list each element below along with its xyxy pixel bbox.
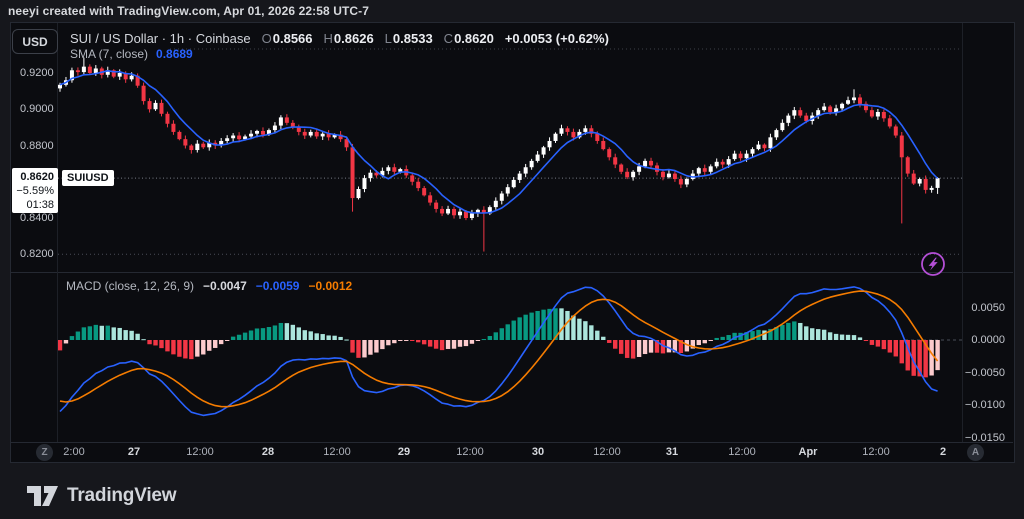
macd-tick-−0.0050: −0.0050	[964, 366, 1005, 379]
price-tick-0.8200: 0.8200	[20, 248, 54, 261]
ohlc-letter: O	[261, 31, 272, 46]
ohlc-L: L 0.8533	[385, 31, 433, 46]
ohlc-value: 0.8533	[392, 31, 433, 46]
symbol-title[interactable]: SUI / US Dollar · 1h · Coinbase	[70, 31, 251, 46]
ticker-label: SUIUSD	[62, 170, 114, 186]
footer-brand[interactable]: TradingView	[27, 485, 177, 507]
zoom-out-button[interactable]: Z	[36, 444, 53, 461]
chart-panel[interactable]	[10, 22, 1015, 463]
instant-order-lightning-icon[interactable]	[920, 251, 946, 277]
time-tick-Apr: Apr	[798, 446, 818, 458]
currency-toggle-button[interactable]: USD	[12, 29, 58, 54]
bar-countdown: 01:38	[26, 198, 54, 211]
ohlc-C: C 0.8620	[444, 31, 494, 46]
time-tick-29: 29	[397, 446, 411, 458]
time-tick-12:00: 12:00	[323, 446, 351, 458]
price-change-percent: −5.59%	[16, 184, 54, 197]
macd-signal-value: −0.0012	[308, 279, 353, 293]
macd-label: MACD (close, 12, 26, 9)	[66, 279, 195, 293]
sma-label: SMA (7, close)	[70, 47, 149, 61]
macd-legend-row[interactable]: MACD (close, 12, 26, 9) −0.0047 −0.0059 …	[66, 279, 352, 293]
ohlc-O: O 0.8566	[262, 31, 313, 46]
symbol-legend-row: SUI / US Dollar · 1h · Coinbase O 0.8566 H…	[70, 31, 609, 46]
ohlc-H: H 0.8626	[324, 31, 374, 46]
price-tick-0.9200: 0.9200	[20, 67, 54, 79]
auto-scale-button[interactable]: A	[967, 444, 984, 461]
ohlc-value: 0.8566	[272, 31, 313, 46]
time-tick-12:00: 12:00	[728, 446, 756, 458]
price-tick-0.9000: 0.9000	[20, 103, 54, 116]
ohlc-letter: L	[384, 31, 392, 46]
time-tick-30: 30	[531, 446, 545, 458]
time-tick-12:00: 12:00	[593, 446, 621, 458]
symbol-change: +0.0053 (+0.62%)	[504, 31, 609, 46]
macd-tick-−0.0150: −0.0150	[964, 431, 1005, 444]
time-tick-28: 28	[261, 446, 275, 458]
current-price: 0.8620	[20, 170, 54, 183]
macd-tick-−0.0100: −0.0100	[964, 399, 1005, 411]
brand-name: TradingView	[67, 485, 177, 506]
ohlc-value: 0.8620	[454, 31, 494, 46]
sma-value: 0.8689	[156, 47, 193, 61]
ohlc-value: 0.8626	[333, 31, 374, 46]
tradingview-logo-icon	[27, 485, 58, 506]
macd-tick-0.0050: 0.0050	[971, 301, 1005, 314]
time-tick-2:00: 2:00	[63, 446, 85, 458]
attribution-text: neeyi created with TradingView.com, Apr …	[8, 4, 370, 18]
time-tick-12:00: 12:00	[862, 446, 890, 458]
ohlc-values: O 0.8566 H 0.8626 L 0.8533 C 0.8620	[262, 31, 494, 46]
macd-tick-0.0000: 0.0000	[971, 334, 1005, 346]
ohlc-letter: C	[443, 31, 454, 46]
ohlc-letter: H	[323, 31, 333, 46]
macd-line-value: −0.0059	[255, 279, 300, 293]
time-tick-12:00: 12:00	[186, 446, 214, 458]
time-tick-12:00: 12:00	[456, 446, 484, 458]
macd-hist-value: −0.0047	[203, 279, 247, 293]
price-tick-0.8800: 0.8800	[20, 139, 54, 152]
sma-legend-row[interactable]: SMA (7, close) 0.8689	[70, 47, 193, 61]
current-price-label: 0.8620 −5.59% 01:38	[12, 168, 58, 213]
time-tick-31: 31	[665, 446, 679, 458]
time-tick-2: 2	[939, 446, 947, 458]
time-tick-27: 27	[127, 446, 141, 458]
price-tick-0.8400: 0.8400	[20, 212, 54, 224]
